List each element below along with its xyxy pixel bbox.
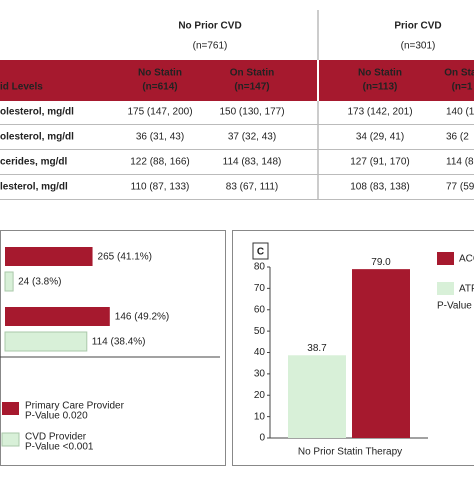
value-label: 146 (49.2%) [115, 312, 169, 323]
legend-swatch [437, 282, 454, 295]
legend-label: ACC [459, 254, 474, 265]
bar [288, 355, 346, 438]
group-count: (n=301) [401, 41, 436, 52]
table-cell: 110 (87, 133) [131, 182, 190, 193]
legend-label: ATP [459, 284, 474, 295]
table-cell: 34 (29, 41) [356, 132, 404, 143]
y-tick-label: 70 [254, 283, 266, 294]
column-header: (n=147) [234, 82, 269, 93]
legend-swatch [437, 252, 454, 265]
table-cell: 83 (67, 111) [226, 182, 278, 193]
table-cell: 114 (8 [446, 157, 474, 168]
panel-label: C [257, 247, 264, 258]
row-label: lesterol, mg/dl [0, 182, 68, 193]
value-label: 114 (38.4%) [92, 337, 146, 348]
value-label: 38.7 [307, 343, 327, 354]
x-tick-label: No Prior Statin Therapy [298, 447, 402, 458]
group-title: Prior CVD [394, 21, 441, 32]
table-cell: 150 (130, 177) [219, 107, 284, 118]
y-tick-label: 30 [254, 369, 266, 380]
bar [5, 307, 110, 326]
row-label: olesterol, mg/dl [0, 132, 74, 143]
bar [5, 332, 87, 351]
value-label: 79.0 [371, 257, 391, 268]
group-count: (n=761) [193, 41, 228, 52]
table-cell: 36 (31, 43) [136, 132, 184, 143]
bar [352, 269, 410, 438]
legend-swatch [2, 433, 19, 446]
row-label: cerides, mg/dl [0, 157, 67, 168]
value-label: 24 (3.8%) [18, 277, 61, 288]
legend-note: P-Value <0.001 [25, 442, 94, 453]
y-tick-label: 20 [254, 390, 266, 401]
value-label: 265 (41.1%) [98, 252, 152, 263]
table-cell: 175 (147, 200) [127, 107, 192, 118]
column-header: No Statin [358, 68, 402, 79]
y-tick-label: 50 [254, 326, 266, 337]
column-header: id Levels [0, 82, 43, 93]
y-tick-label: 80 [254, 262, 266, 273]
table-cell: 37 (32, 43) [228, 132, 276, 143]
table-cell: 108 (83, 138) [350, 182, 410, 193]
legend-note: P-Value 0.020 [25, 411, 88, 422]
column-header: (n=113) [363, 82, 398, 93]
table-cell: 36 (2 [446, 132, 469, 143]
column-header: On Stat [444, 68, 474, 79]
column-header: On Statin [230, 68, 274, 79]
legend-note: P-Value < [437, 301, 474, 312]
group-title: No Prior CVD [178, 21, 241, 32]
legend-swatch [2, 402, 19, 415]
table-cell: 77 (59 [446, 182, 474, 193]
table-cell: 127 (91, 170) [350, 157, 410, 168]
row-label: olesterol, mg/dl [0, 107, 74, 118]
y-tick-label: 60 [254, 304, 266, 315]
bar [5, 272, 13, 291]
table-cell: 122 (88, 166) [130, 157, 190, 168]
y-tick-label: 10 [254, 411, 266, 422]
bar [5, 247, 93, 266]
table-header-band [0, 60, 474, 101]
column-header: No Statin [138, 68, 182, 79]
table-cell: 140 (1 [446, 107, 474, 118]
table-cell: 173 (142, 201) [347, 107, 412, 118]
table-cell: 114 (83, 148) [223, 157, 282, 168]
y-tick-label: 0 [259, 433, 265, 444]
y-tick-label: 40 [254, 347, 266, 358]
column-header: (n=614) [142, 82, 177, 93]
column-header: (n=1 [452, 82, 473, 93]
